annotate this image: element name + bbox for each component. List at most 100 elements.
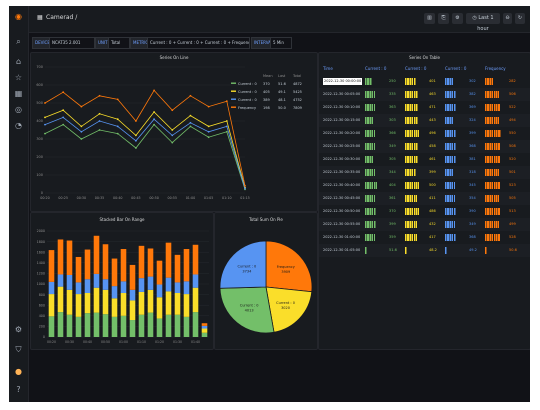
column-header-current-3[interactable]: Current : 0	[445, 66, 467, 71]
legend-item[interactable]: Frequency	[238, 106, 256, 110]
time-cell: 2022-12-30 00:05:00	[323, 92, 361, 96]
bar-segment	[120, 293, 127, 316]
home-icon[interactable]: ⌂	[15, 57, 22, 66]
time-cell: 2022-12-30 01:05:00	[323, 248, 361, 252]
pie-slice[interactable]	[219, 286, 275, 334]
column-header-current-2[interactable]: Current : 0	[405, 66, 427, 71]
grafana-logo-icon[interactable]: ◉	[15, 12, 22, 21]
table-row[interactable]: 2022-12-30 01:05:00 51.6 48.2 49.2 50.6	[319, 244, 530, 257]
gauge-value: 501	[509, 170, 516, 174]
bar-segment	[183, 316, 190, 337]
dashboards-icon[interactable]: ▦	[14, 89, 23, 98]
y-tick-label: 1800	[37, 240, 45, 244]
legend-total: 4872	[293, 82, 302, 86]
legend-item[interactable]: Current : 0	[238, 82, 257, 86]
pie-slice[interactable]	[265, 240, 313, 293]
table-row[interactable]: 2022-12-30 01:00:00 359 417 368 528	[319, 231, 530, 244]
table-row[interactable]: 2022-12-30 00:20:00 366 496 399 550	[319, 127, 530, 140]
avatar[interactable]: ●	[15, 367, 22, 376]
time-range-picker[interactable]: ◷ Last 1 hour	[466, 13, 500, 32]
explore-icon[interactable]: ◎	[15, 105, 22, 114]
column-header-frequency[interactable]: Frequency	[485, 66, 506, 71]
help-icon[interactable]: ?	[16, 385, 21, 394]
gauge-value: 399	[469, 131, 476, 135]
data-point	[153, 111, 155, 113]
legend-item[interactable]: Current : 0	[238, 98, 257, 102]
variable-select-unit[interactable]: Total	[108, 37, 130, 49]
table-row[interactable]: 2022-12-30 00:00:00 250 401 302 282	[319, 75, 530, 88]
data-point	[62, 109, 65, 112]
y-tick-label: 600	[39, 303, 45, 307]
bar-segment	[165, 291, 172, 315]
table-row[interactable]: 2022-12-30 00:40:00 404 500 345 523	[319, 179, 530, 192]
series-line	[44, 109, 246, 188]
y-tick-label: 400	[36, 119, 43, 123]
column-header-time[interactable]: Time	[323, 66, 333, 71]
bar-segment	[111, 316, 118, 337]
zoom-out-icon[interactable]: ⊖	[503, 13, 512, 24]
pie-slice[interactable]	[265, 286, 313, 333]
table-row[interactable]: 2022-12-30 00:45:00 361 411 354 505	[319, 192, 530, 205]
pie-slice[interactable]	[219, 240, 267, 289]
table-row[interactable]: 2022-12-30 00:30:00 305 461 381 520	[319, 153, 530, 166]
settings-icon[interactable]: ⚙	[14, 325, 23, 334]
table-row[interactable]: 2022-12-30 00:50:00 370 486 390 513	[319, 205, 530, 218]
bar-segment	[192, 287, 199, 313]
stacked-bar-panel[interactable]: Stacked Bar On Range 0 200 400 600 800 1000 120…	[30, 212, 214, 350]
x-tick-label: 00:20	[40, 196, 50, 200]
star-icon[interactable]: ☆	[14, 73, 23, 82]
data-point	[225, 120, 228, 122]
variable-select-device[interactable]: NCAT35 2.001	[49, 37, 95, 49]
variable-select-interval[interactable]: 5 Min	[270, 37, 292, 49]
line-chart-panel[interactable]: Series On Line 0 100 200 300 400 500 600 700 00:…	[30, 52, 318, 212]
gauge-value: 417	[429, 235, 436, 239]
legend-header: Mean	[263, 74, 273, 78]
column-header-current-1[interactable]: Current : 0	[365, 66, 387, 71]
table-row[interactable]: 2022-12-30 00:55:00 399 432 349 499	[319, 218, 530, 231]
table-row[interactable]: 2022-12-30 00:35:00 344 399 318 501	[319, 166, 530, 179]
gauge-value: 513	[509, 209, 516, 213]
alerting-icon[interactable]: ◔	[15, 121, 22, 130]
data-point	[207, 130, 210, 133]
shield-icon[interactable]: ⛉	[15, 345, 22, 354]
bar-segment	[57, 312, 64, 337]
gauge-bar	[405, 117, 418, 124]
add-panel-icon[interactable]: ▥	[424, 13, 435, 24]
save-icon[interactable]: ⎘	[438, 13, 449, 24]
gauge-bar	[405, 182, 420, 189]
bar-segment	[93, 312, 100, 337]
x-tick-label: 01:10	[137, 340, 146, 344]
x-tick-label: 01:30	[173, 340, 182, 344]
gauge-bar	[485, 182, 500, 189]
gauge-value: 250	[389, 79, 396, 83]
gauge-bar	[445, 78, 454, 85]
y-tick-label: 300	[36, 137, 43, 141]
table-row[interactable]: 2022-12-30 00:05:00 335 463 382 506	[319, 88, 530, 101]
legend-total: 4752	[293, 98, 302, 102]
gauge-value: 361	[389, 196, 396, 200]
pie-chart-panel[interactable]: Total Sum On Pie Frequency 3909 Current : 0…	[214, 212, 318, 350]
legend-item[interactable]: Current : 0	[238, 90, 257, 94]
slice-value: 3909	[281, 270, 290, 274]
table-row[interactable]: 2022-12-30 00:25:00 349 458 368 508	[319, 140, 530, 153]
variable-select-metric[interactable]: Current : 0 + Current : 0 + Current : 0 …	[147, 37, 250, 49]
gauge-value: 303	[389, 118, 396, 122]
gauge-value: 382	[469, 92, 476, 96]
search-icon[interactable]: ⌕	[16, 37, 21, 46]
gauge-bar	[445, 247, 447, 254]
data-point	[225, 100, 228, 103]
table-panel[interactable]: Series On Table Time Current : 0 Current…	[318, 52, 530, 350]
gauge-value: 443	[429, 118, 436, 122]
refresh-icon[interactable]: ↻	[515, 13, 525, 24]
bar-segment	[75, 256, 82, 283]
data-point	[207, 125, 210, 128]
settings-icon[interactable]: ⚙	[452, 13, 463, 24]
gauge-value: 494	[509, 118, 516, 122]
gauge-value: 359	[389, 235, 396, 239]
dashboard-title[interactable]: Camerad /	[46, 14, 78, 21]
panel-title: Total Sum On Pie	[248, 217, 283, 222]
table-row[interactable]: 2022-12-30 00:15:00 303 443 324 494	[319, 114, 530, 127]
gauge-bar	[445, 169, 455, 176]
data-point	[207, 105, 210, 108]
table-row[interactable]: 2022-12-30 00:10:00 363 471 369 522	[319, 101, 530, 114]
